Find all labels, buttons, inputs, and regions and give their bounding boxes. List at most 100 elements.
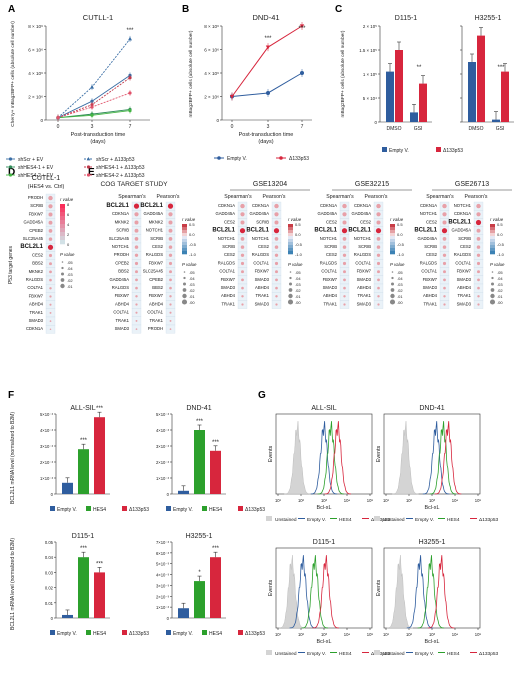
panel-f-bar <box>78 557 89 618</box>
panel-e-spearman-gene-label: BCL2L1 <box>414 228 437 234</box>
panel-d-dot <box>49 303 52 306</box>
panel-e-spearman-dot <box>343 295 346 298</box>
panel-g-xtick-label: 10³ <box>429 632 436 637</box>
panel-g-legend-swatch <box>266 650 272 655</box>
panel-f-title: DND-41 <box>186 405 211 412</box>
panel-e-pearson-gene-label: FBXW7 <box>255 269 270 274</box>
panel-e-scale-step <box>390 224 395 228</box>
panel-a-ytick-label: 2 × 10⁶ <box>28 95 43 100</box>
panel-c-xtick-label: DMSO <box>469 126 484 132</box>
panel-d-gene-label: SLC25A45 <box>23 236 44 241</box>
panel-d-gene-label: FBXW7 <box>29 211 44 216</box>
panel-e-pearson-gene-label: SCRIB <box>358 244 371 249</box>
panel-e-pearson-gene-label: SMAD3 <box>357 277 372 282</box>
panel-e-pvalue-dot <box>489 299 496 305</box>
panel-d-gene-label: CDKN1A <box>26 326 43 331</box>
panel-e-pvalue-label: .01 <box>497 294 503 299</box>
panel-e-pvalue-dot <box>490 288 495 292</box>
panel-e-scale-tick: -0.5 <box>497 242 505 247</box>
panel-e-pvalue-label: .04 <box>397 276 403 281</box>
panel-c-bar <box>477 35 485 122</box>
panel-e-spearman-gene-label: FBXW7 <box>115 293 130 298</box>
panel-e-scale-tick: 0.5 <box>397 222 403 227</box>
panel-e-pvalue-dot <box>390 288 395 292</box>
panel-a-xtick-label: 0 <box>57 124 60 130</box>
panel-e-pearson-gene-label: BCL2L1 <box>246 228 269 234</box>
panel-e-spearman-dot <box>343 270 346 274</box>
panel-e-pearson-gene-label: TRAK1 <box>358 293 372 298</box>
panel-f-significance: *** <box>80 438 88 444</box>
panel-e-spearman-dot <box>135 311 138 314</box>
panel-e-pvalue-dot <box>182 293 187 299</box>
panel-f-legend-label: Δ133p53 <box>245 507 265 513</box>
panel-e-spearman-dot <box>135 319 138 322</box>
panel-d-pvalue-title: P value <box>60 252 75 257</box>
panel-e-pearson-dot <box>376 253 381 257</box>
panel-e-spearman-dot <box>240 253 245 257</box>
panel-e-spearman-gene-label: SCRIB <box>222 244 235 249</box>
panel-e-spearman-gene-label: CDKN1A <box>112 211 129 216</box>
panel-e-spearman-dot <box>134 212 139 217</box>
panel-a-legend-label: shHES4-1 + Δ133p53 <box>96 165 145 171</box>
panel-d-gene-label: MKNK2 <box>29 269 44 274</box>
panel-e-scale-tick: 0.0 <box>397 232 403 237</box>
panel-d-pvalue-label: .04 <box>67 266 73 271</box>
panel-e-spearman-dot <box>240 203 245 209</box>
panel-e-scale-step <box>288 230 293 234</box>
panel-d-scale-step <box>60 224 65 229</box>
panel-b-significance: *** <box>298 26 306 32</box>
panel-e-spearman-dot <box>442 261 447 266</box>
panel-e-study-title: GSE13204 <box>253 181 287 188</box>
panel-g-legend-label: Empty V. <box>415 517 434 523</box>
panel-e-pvalue-dot <box>289 276 292 280</box>
panel-c-ytick-label: 0 <box>375 120 378 125</box>
panel-e-pearson-gene-label: SCRIB <box>150 236 163 241</box>
panel-g-xtick-label: 10¹ <box>383 632 390 637</box>
panel-d-scale-step <box>60 204 65 209</box>
panel-e-spearman-gene-label: RALGDS <box>320 260 337 265</box>
panel-e-pearson-gene-label: BCL2L1 <box>448 219 471 225</box>
panel-f-ytick-label: 3×10⁻³ <box>40 444 54 449</box>
panel-a-series-line <box>57 38 131 118</box>
panel-e-scale-step <box>390 230 395 234</box>
panel-e-pvalue-dot <box>391 276 394 280</box>
panel-e-pearson-dot <box>275 270 278 274</box>
panel-e-pearson-header: Pearson's <box>157 194 180 200</box>
panel-g-histogram <box>310 421 338 495</box>
panel-e-scale-step <box>288 242 293 246</box>
panel-e-spearman-gene-label: CDKN1A <box>420 203 437 208</box>
panel-f-ytick-label: 3×10⁻³ <box>156 583 170 588</box>
panel-e-scale-tick: -1.0 <box>397 252 405 257</box>
panel-e-scale-step <box>390 236 395 240</box>
panel-e-spearman-header: Spearman's <box>224 194 252 200</box>
panel-e-pearson-gene-label: CPEB2 <box>149 277 163 282</box>
panel-d-gene-label: BCL2L1 <box>20 244 43 250</box>
panel-d-scale-step <box>60 212 65 217</box>
panel-g-legend-label: Δ133p53 <box>371 651 391 657</box>
panel-e-pvalue-label: .03 <box>497 282 503 287</box>
panel-g-xtick-label: 10⁴ <box>344 632 351 637</box>
panel-d-pvalue-dot <box>61 266 64 270</box>
panel-c-ytick-label: 2 × 10⁵ <box>363 24 377 29</box>
panel-e-pvalue-title: P value <box>490 262 505 267</box>
panel-d-dot <box>48 253 53 258</box>
panel-e-spearman-gene-label: NOTCH1 <box>112 244 130 249</box>
panel-e-scale-step <box>182 233 187 237</box>
panel-e-spearman-gene-label: NOTCH1 <box>320 236 338 241</box>
panel-g-histogram <box>312 555 340 629</box>
panel-e-spearman-dot <box>442 237 447 241</box>
panel-e-pearson-dot <box>476 253 481 257</box>
panel-e-pvalue-title: P value <box>288 262 303 267</box>
panel-e-spearman-gene-label: COLTA1 <box>321 269 337 274</box>
panel-f-bar <box>194 581 205 618</box>
panel-d-dot <box>49 278 52 282</box>
panel-e-pearson-gene-label: FBXW7 <box>457 269 472 274</box>
panel-e-pearson-dot <box>376 261 381 266</box>
panel-e-pvalue-label: .00 <box>397 300 403 305</box>
panel-a-xlabel: Post-transduction time <box>71 132 126 138</box>
panel-e-scale-step <box>182 245 187 249</box>
panel-e-spearman-gene-label: MKNK2 <box>115 219 130 224</box>
panel-a-ytick-label: 8 × 10⁶ <box>28 24 43 29</box>
panel-e-scale-title: r value <box>490 217 504 222</box>
